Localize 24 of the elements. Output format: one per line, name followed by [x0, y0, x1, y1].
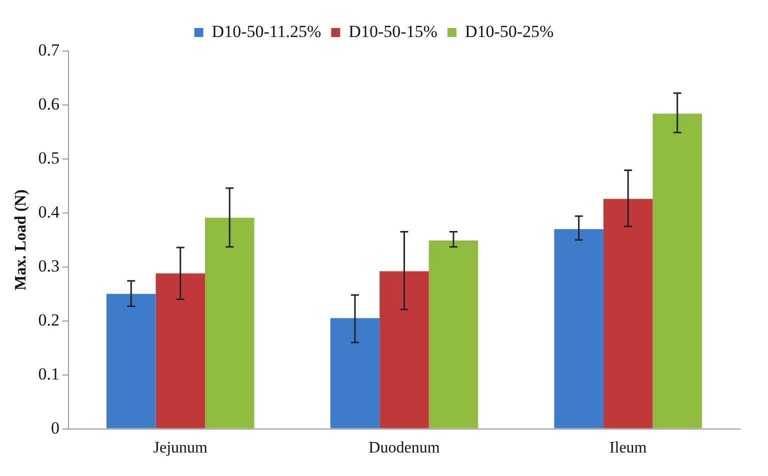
- y-tick-label: 0.3: [38, 256, 60, 276]
- bar: [428, 240, 478, 428]
- y-axis-title: Max. Load (N): [12, 189, 30, 290]
- y-tick-label: 0.4: [38, 202, 60, 222]
- x-tick-label: Ileum: [609, 440, 648, 457]
- x-tick-label: Jejunum: [153, 440, 208, 457]
- bar: [603, 198, 653, 428]
- bar: [554, 229, 604, 428]
- bar: [205, 218, 254, 428]
- y-tick-label: 0.7: [38, 40, 60, 60]
- bar: [380, 271, 429, 428]
- y-tick-label: 0.6: [38, 94, 60, 114]
- y-tick-label: 0.1: [38, 364, 60, 384]
- legend-label: D10-50-25%: [464, 22, 554, 41]
- bar: [652, 114, 702, 428]
- y-tick-label: 0.5: [38, 148, 60, 168]
- legend-label: D10-50-11.25%: [212, 22, 322, 41]
- y-tick-label: 0.2: [38, 310, 60, 330]
- y-tick-label: 0: [50, 418, 60, 438]
- bar: [330, 318, 380, 428]
- bar: [106, 294, 156, 428]
- bar: [156, 273, 205, 428]
- legend-label: D10-50-15%: [348, 22, 438, 41]
- x-tick-label: Duodenum: [368, 440, 440, 457]
